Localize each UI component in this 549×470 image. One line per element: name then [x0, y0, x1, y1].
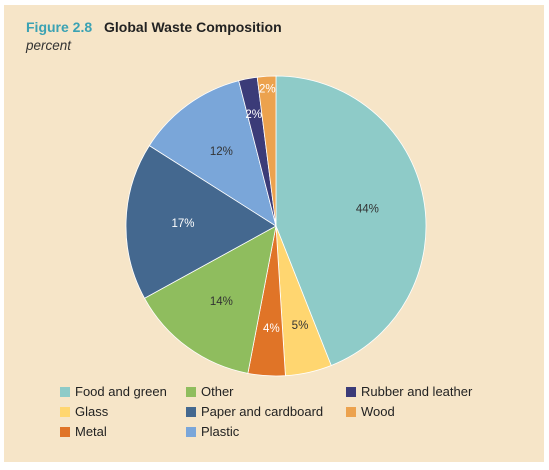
legend-swatch — [186, 386, 196, 397]
chart-subtitle: percent — [26, 38, 72, 53]
legend-label: Wood — [361, 404, 395, 419]
figure-title: Figure 2.8 Global Waste Composition — [26, 19, 282, 35]
pie-slice-other — [144, 225, 277, 374]
legend-item-other: Other — [186, 383, 346, 400]
legend-swatch — [186, 426, 196, 437]
slice-label-rubber-and-leather: 2% — [245, 109, 262, 121]
legend-item-metal: Metal — [60, 423, 186, 440]
slice-label-paper-and-cardboard: 17% — [172, 218, 195, 230]
legend-label: Other — [201, 384, 234, 399]
chart-legend: Food and green Other Rubber and leather Gla… — [60, 383, 506, 440]
legend-label: Paper and cardboard — [201, 404, 324, 419]
pie-slice-plastic — [148, 80, 277, 227]
pie-slice-paper-and-cardboard — [125, 145, 277, 299]
legend-swatch — [60, 426, 70, 437]
slice-label-glass: 5% — [292, 320, 309, 332]
pie-slice-food-and-green — [275, 75, 427, 366]
legend-swatch — [346, 386, 356, 397]
slice-label-other: 14% — [210, 296, 233, 308]
slice-label-plastic: 12% — [210, 146, 233, 158]
legend-swatch — [186, 406, 196, 417]
slice-label-wood: 2% — [259, 83, 276, 95]
legend-item-glass: Glass — [60, 403, 186, 420]
legend-label: Food and green — [75, 384, 167, 399]
legend-label: Rubber and leather — [361, 384, 473, 399]
legend-label: Metal — [75, 424, 107, 439]
legend-item-plastic: Plastic — [186, 423, 346, 440]
slice-label-metal: 4% — [263, 323, 280, 335]
legend-item-food-and-green: Food and green — [60, 383, 186, 400]
pie-slice-wood — [256, 75, 277, 227]
legend-item-wood: Wood — [346, 403, 506, 420]
legend-item-rubber-and-leather: Rubber and leather — [346, 383, 506, 400]
legend-swatch — [60, 406, 70, 417]
legend-label: Glass — [75, 404, 109, 419]
legend-item-paper-and-cardboard: Paper and cardboard — [186, 403, 346, 420]
legend-swatch — [346, 406, 356, 417]
legend-swatch — [60, 386, 70, 397]
figure-number: Figure 2.8 — [26, 19, 93, 35]
slice-label-food-and-green: 44% — [356, 204, 379, 216]
legend-label: Plastic — [201, 424, 240, 439]
chart-title: Global Waste Composition — [104, 19, 282, 35]
